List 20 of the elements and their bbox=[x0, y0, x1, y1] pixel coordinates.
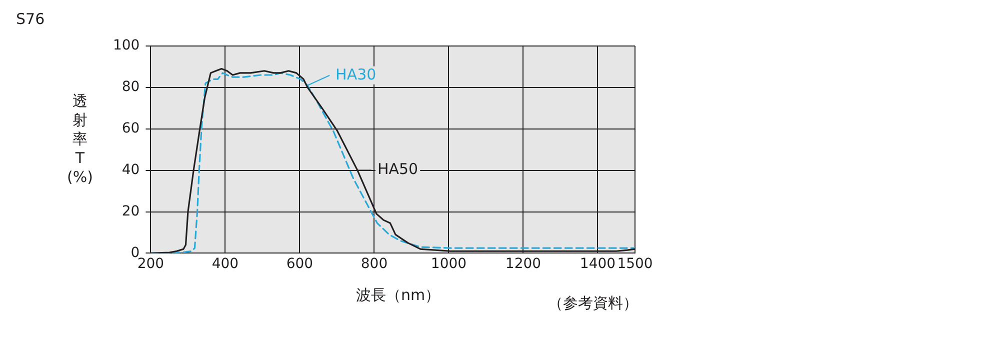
x-axis-title: 波長（nm） bbox=[356, 286, 440, 305]
y-axis-title: 透射率T(%) bbox=[66, 92, 94, 187]
legend-label: HA50 bbox=[377, 160, 418, 178]
x-tick-label: 400 bbox=[212, 256, 239, 272]
x-tick-label: 600 bbox=[286, 256, 314, 272]
y-tick-label: 40 bbox=[122, 162, 140, 178]
x-tick-label: 1200 bbox=[505, 256, 542, 272]
x-tick-label: 1500 bbox=[617, 256, 653, 272]
y-tick-label: 80 bbox=[122, 79, 140, 96]
legend-label: HA30 bbox=[336, 65, 376, 84]
y-tick-label: 20 bbox=[122, 203, 140, 220]
x-tick-label: 1400 bbox=[580, 256, 616, 272]
text: S76 bbox=[16, 10, 45, 28]
x-tick-label: 1000 bbox=[430, 256, 467, 272]
x-tick-label: 800 bbox=[360, 256, 388, 272]
y-tick-label: 100 bbox=[112, 38, 140, 54]
text: （参考資料） bbox=[548, 294, 638, 313]
x-tick-label: 200 bbox=[137, 256, 164, 272]
y-tick-label: 0 bbox=[130, 244, 140, 261]
y-tick-label: 60 bbox=[122, 120, 140, 137]
